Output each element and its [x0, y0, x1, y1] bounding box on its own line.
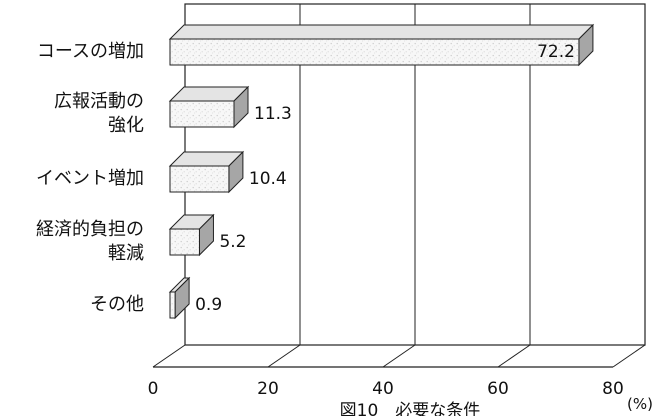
x-tick-label: 20	[257, 379, 279, 399]
floor-depth-line	[497, 344, 531, 368]
floor-depth-line	[612, 344, 646, 368]
bar-front-face	[169, 38, 580, 66]
x-tick-label: 80	[602, 379, 624, 399]
floor-depth-line	[382, 344, 416, 368]
floor-depth-line	[267, 344, 301, 368]
bar-4	[168, 213, 215, 257]
floor-depth-line	[152, 344, 186, 368]
category-label: イベント増加	[36, 168, 144, 189]
bar-value-label: 11.3	[254, 104, 292, 124]
bar-value-label: 72.2	[537, 42, 575, 62]
bar-value-label: 10.4	[249, 169, 287, 189]
category-label: その他	[90, 294, 144, 315]
bar-front-face	[169, 291, 176, 319]
bar-front-face	[169, 228, 200, 256]
category-label: 強化	[108, 115, 144, 136]
bar-5	[168, 276, 191, 320]
category-label: 経済的負担の	[36, 219, 144, 240]
x-tick-label: 0	[148, 379, 159, 399]
x-tick-label: 40	[372, 379, 394, 399]
category-label: 軽減	[108, 243, 144, 264]
bar-3	[168, 150, 245, 194]
unit-label: (%)	[627, 395, 653, 413]
bar-value-label: 0.9	[195, 295, 222, 315]
bar-front-face	[169, 165, 230, 193]
category-label: 広報活動の	[54, 91, 144, 112]
bar-2	[168, 85, 250, 129]
category-label: コースの増加	[37, 41, 144, 62]
chart-caption: 図10 必要な条件	[340, 401, 481, 416]
bar-value-label: 5.2	[219, 232, 246, 252]
x-tick-label: 60	[487, 379, 509, 399]
bar-top-face	[168, 24, 595, 40]
bar-front-face	[169, 100, 235, 128]
bar-1	[168, 23, 595, 67]
